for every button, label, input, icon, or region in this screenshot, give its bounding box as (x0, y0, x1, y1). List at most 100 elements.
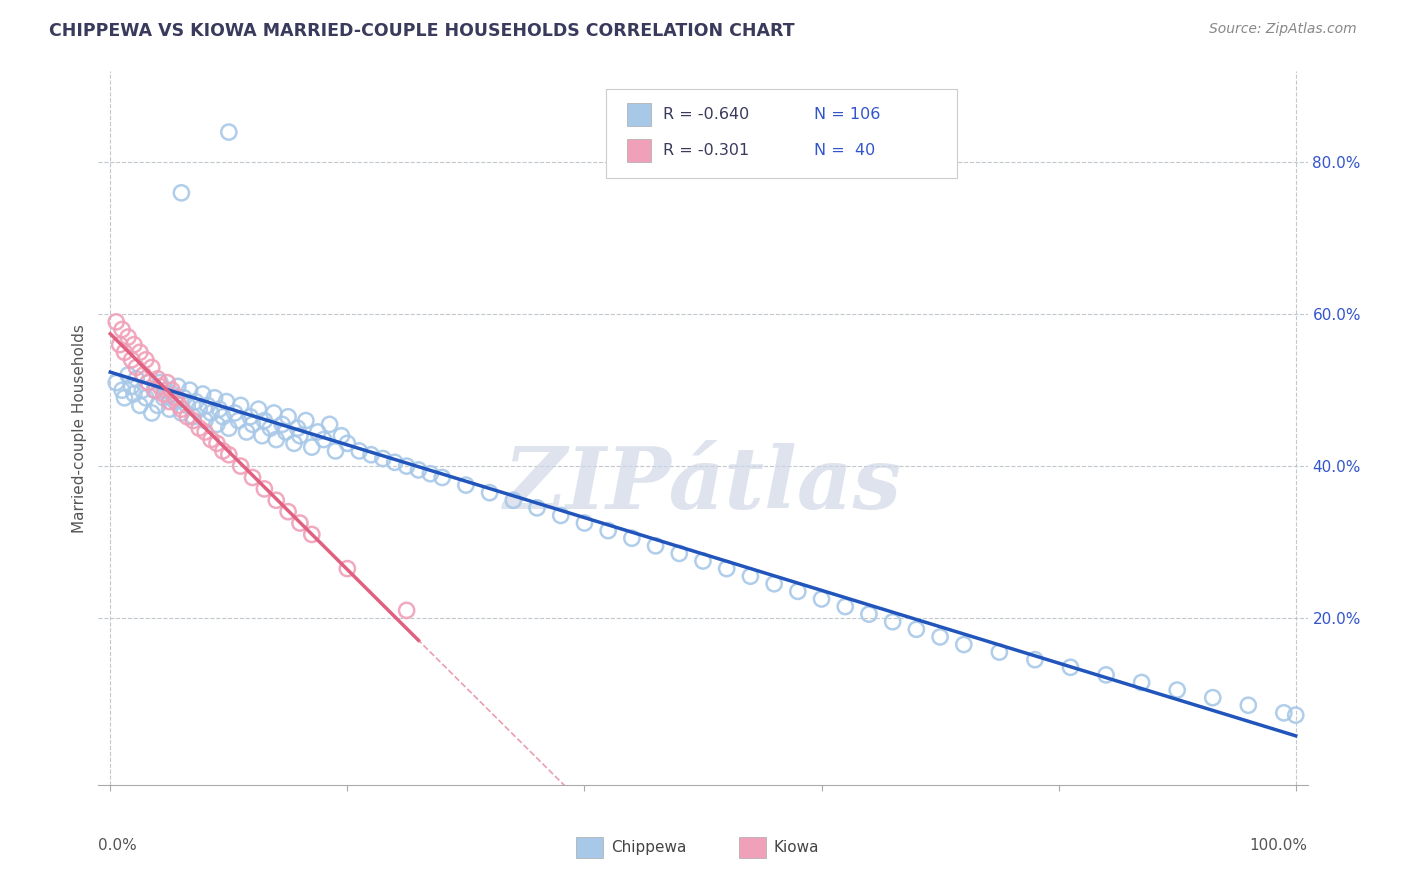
Point (283, 436, 305, 450)
Point (212, 444, 235, 458)
Point (218, 448, 240, 462)
Point (235, 425, 257, 439)
Point (454, 478, 477, 492)
Point (1272, 706, 1295, 720)
Point (188, 421, 211, 435)
Point (146, 372, 169, 386)
Point (419, 467, 441, 481)
Point (197, 398, 219, 412)
Point (692, 554, 714, 568)
Text: ZIPátlas: ZIPátlas (503, 443, 903, 527)
Point (668, 546, 690, 560)
Point (307, 425, 329, 439)
Point (288, 516, 311, 530)
Point (432, 470, 454, 484)
Point (125, 360, 148, 375)
Point (1024, 653, 1046, 667)
Point (550, 508, 572, 523)
Point (166, 379, 188, 393)
Point (810, 591, 832, 606)
Y-axis label: Married-couple Households: Married-couple Households (72, 324, 87, 533)
Point (170, 186, 193, 200)
Point (1095, 668, 1118, 682)
Point (858, 607, 880, 622)
Point (105, 376, 128, 390)
Point (277, 505, 299, 519)
Point (336, 561, 359, 575)
Point (155, 383, 177, 397)
Point (200, 433, 222, 447)
Point (620, 531, 643, 545)
Point (347, 444, 370, 458)
Point (117, 330, 139, 344)
Point (105, 315, 128, 329)
Text: CHIPPEWA VS KIOWA MARRIED-COUPLE HOUSEHOLDS CORRELATION CHART: CHIPPEWA VS KIOWA MARRIED-COUPLE HOUSEHO… (49, 22, 794, 40)
Point (253, 482, 276, 496)
Text: N =  40: N = 40 (814, 143, 876, 158)
Point (301, 440, 323, 454)
Point (117, 368, 139, 382)
Point (740, 569, 762, 583)
Point (181, 413, 204, 427)
Point (1237, 698, 1260, 713)
Point (786, 584, 808, 599)
Bar (627, 103, 651, 127)
Point (226, 413, 249, 427)
Point (146, 398, 169, 412)
Point (212, 409, 235, 424)
Point (121, 352, 143, 367)
Point (149, 376, 172, 390)
Point (287, 421, 309, 435)
Text: Chippewa: Chippewa (612, 840, 686, 855)
Point (318, 417, 340, 432)
Point (114, 391, 136, 405)
Point (179, 383, 201, 397)
Point (143, 383, 166, 397)
Point (834, 599, 856, 614)
Point (132, 368, 155, 382)
Point (224, 406, 246, 420)
Point (259, 421, 281, 435)
Point (194, 413, 217, 427)
Point (574, 516, 596, 530)
Point (716, 561, 738, 575)
Point (170, 402, 193, 417)
Bar (740, 837, 766, 858)
Point (1059, 660, 1081, 674)
Point (159, 394, 181, 409)
Point (598, 524, 620, 538)
Point (295, 413, 318, 427)
Point (170, 406, 193, 420)
Point (242, 470, 264, 484)
Point (159, 402, 181, 417)
Point (160, 387, 183, 401)
Point (1130, 675, 1153, 690)
Point (395, 459, 418, 474)
Text: R = -0.640: R = -0.640 (664, 107, 749, 122)
Point (204, 391, 226, 405)
Text: 100.0%: 100.0% (1250, 838, 1308, 854)
Point (952, 638, 974, 652)
Point (205, 436, 228, 450)
Point (905, 623, 928, 637)
Point (136, 376, 159, 390)
Point (882, 615, 904, 629)
Point (181, 409, 204, 424)
Point (360, 448, 382, 462)
Point (526, 500, 548, 515)
Point (143, 383, 166, 397)
Point (111, 322, 134, 336)
Text: 0.0%: 0.0% (98, 838, 138, 854)
Point (131, 383, 153, 397)
Point (165, 394, 187, 409)
Point (176, 409, 198, 424)
Point (205, 417, 228, 432)
Point (122, 387, 145, 401)
Point (277, 409, 299, 424)
Point (395, 603, 418, 617)
FancyBboxPatch shape (606, 89, 957, 178)
Point (152, 387, 174, 401)
Point (135, 391, 157, 405)
Point (336, 436, 359, 450)
Text: Kiowa: Kiowa (773, 840, 818, 855)
